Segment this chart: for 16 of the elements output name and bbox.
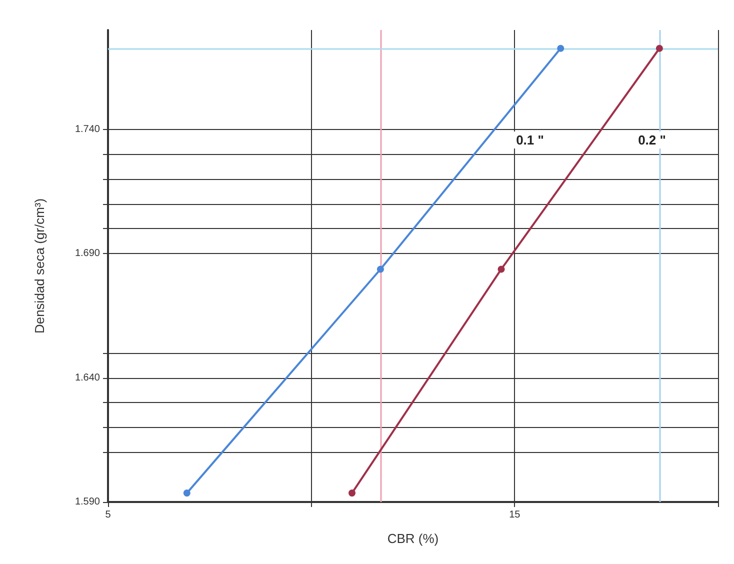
y-tick-label: 1.690 [74,248,100,260]
point [183,490,190,497]
y-tick-label: 1.640 [74,372,100,384]
point [557,44,564,52]
point [348,490,356,497]
y-axis-title: Densidad seca (gr/cm³) [32,198,47,334]
point [498,266,505,273]
y-tick-label: 1.590 [74,496,100,508]
x-tick-label: 15 [509,510,521,520]
x-tick-label: 5 [105,510,112,520]
annotation: 0.2 " [638,132,666,148]
point [656,44,663,52]
point [376,266,384,273]
annotation: 0.1 " [516,132,544,148]
y-tick-label: 1.740 [74,124,100,135]
x-axis-title: CBR (%) [387,531,439,546]
